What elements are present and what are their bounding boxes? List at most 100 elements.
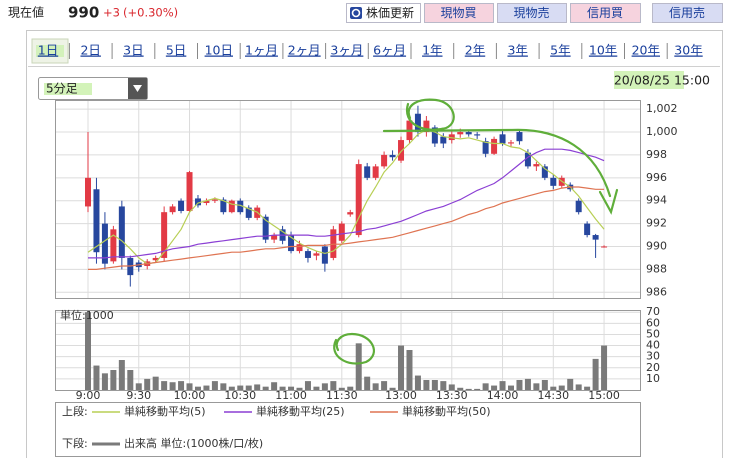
period-tab[interactable]: 5日 — [166, 43, 186, 58]
volume-bar — [398, 345, 405, 390]
button[interactable] — [346, 3, 421, 23]
volume-bar — [347, 386, 354, 390]
legend-label: 単純移動平均(5) — [124, 404, 206, 418]
volume-bar — [194, 386, 201, 390]
tab-bar: 1日 2日 3日 5日 10日 1ヶ月 2ヶ月 3ヶ月 6ヶ月 1年 2年 3年 5年 10年 20年 30年 — [38, 43, 703, 59]
candle-body — [93, 189, 100, 253]
y-tick-label: 988 — [646, 262, 667, 275]
volume-bar — [127, 370, 134, 390]
candle-body — [304, 251, 311, 258]
volume-bar — [592, 358, 599, 390]
candle-body — [431, 127, 438, 144]
y-tick-label: 30 — [646, 350, 660, 363]
volume-bar — [516, 380, 523, 390]
legend-label: 単純移動平均(25) — [256, 404, 345, 418]
period-tab[interactable]: 1年 — [422, 43, 442, 58]
candle-body — [398, 140, 405, 161]
volume-bar — [220, 383, 227, 390]
volume-bar — [135, 383, 142, 390]
price-label: 現在値 — [8, 5, 44, 20]
candle-body — [110, 229, 117, 262]
candle-body — [541, 166, 548, 178]
volume-bar — [567, 378, 574, 390]
candle-body — [364, 166, 371, 178]
period-tab[interactable]: 5年 — [550, 43, 570, 58]
candle-body — [414, 113, 421, 133]
period-tab[interactable]: 6ヶ月 — [373, 43, 406, 58]
button[interactable] — [424, 3, 494, 23]
period-tab[interactable]: 10日 — [205, 43, 233, 58]
volume-bar — [423, 380, 430, 390]
volume-bar — [338, 387, 345, 390]
volume-bar — [465, 388, 472, 390]
price: 990 — [68, 4, 99, 22]
annotation-circle — [333, 332, 375, 365]
select-arrow — [133, 85, 142, 92]
button[interactable] — [497, 3, 567, 23]
y-tick-label: 40 — [646, 339, 660, 352]
volume-bar — [457, 387, 464, 390]
button-label[interactable]: 信用買 — [587, 6, 623, 20]
highlight — [614, 71, 684, 89]
x-tick-label: 15:00 — [588, 389, 620, 402]
candle-body — [186, 172, 193, 212]
price-plot-frame — [55, 100, 641, 299]
button[interactable] — [652, 3, 723, 23]
button[interactable] — [570, 3, 641, 23]
period-tab[interactable]: 3年 — [507, 43, 527, 58]
volume-bar — [152, 376, 159, 390]
annotation-circle — [405, 98, 455, 131]
candle-body — [338, 223, 345, 241]
candle-body — [482, 141, 489, 154]
period-tab[interactable]: 1ヶ月 — [245, 43, 278, 58]
candle-body — [508, 142, 514, 144]
volume-bar — [381, 381, 388, 390]
period-tab[interactable]: 30年 — [674, 43, 702, 58]
y-tick-label: 70 — [646, 305, 660, 318]
volume-bar — [550, 386, 557, 390]
x-tick-label: 14:30 — [537, 389, 569, 402]
candle-body — [152, 257, 159, 261]
button-label[interactable]: 現物売 — [513, 5, 549, 20]
period-tab[interactable]: 3日 — [123, 43, 143, 58]
highlight — [36, 45, 64, 57]
candle-body — [440, 136, 447, 144]
button-label[interactable]: 現物買 — [440, 6, 476, 20]
candle-body — [194, 198, 201, 206]
volume-bar — [533, 383, 540, 390]
annotation-arrow — [382, 128, 612, 198]
refresh-icon-ring — [351, 8, 361, 18]
volume-bar — [304, 381, 311, 390]
candle-body — [288, 235, 295, 252]
candle-body — [271, 235, 278, 240]
candle-body — [262, 216, 269, 240]
period-tab[interactable]: 20年 — [632, 43, 660, 58]
volume-bar — [93, 365, 100, 390]
candle-body — [601, 246, 608, 248]
legend-upper-label: 上段: — [62, 404, 88, 418]
button-label[interactable]: 株価更新 — [366, 5, 414, 20]
period-tab[interactable]: 2日 — [80, 43, 100, 58]
candle-body — [381, 154, 388, 167]
price-change: +3 — [103, 6, 120, 20]
volume-unit-label: 単位:1000 — [60, 308, 114, 322]
y-tick-label: 50 — [646, 327, 660, 340]
volume-bar — [482, 383, 489, 390]
candle-body — [474, 134, 481, 136]
volume-bar — [144, 378, 151, 390]
volume-bar — [558, 385, 565, 390]
volume-bar — [414, 375, 421, 390]
period-tab[interactable]: 3ヶ月 — [330, 43, 363, 58]
period-tab[interactable]: 10年 — [589, 43, 617, 58]
period-tab[interactable]: 2年 — [465, 43, 485, 58]
candle-body — [465, 132, 472, 135]
volume-bar — [237, 385, 244, 390]
legend-frame — [55, 402, 641, 457]
period-tab[interactable]: 2ヶ月 — [288, 43, 321, 58]
volume-bar — [575, 384, 582, 390]
period-select-value: 5分足 — [46, 82, 78, 96]
volume-bar — [279, 386, 286, 390]
button-label[interactable]: 信用売 — [669, 5, 705, 20]
volume-bar — [406, 350, 413, 390]
period-tab[interactable]: 1日 — [38, 43, 58, 58]
